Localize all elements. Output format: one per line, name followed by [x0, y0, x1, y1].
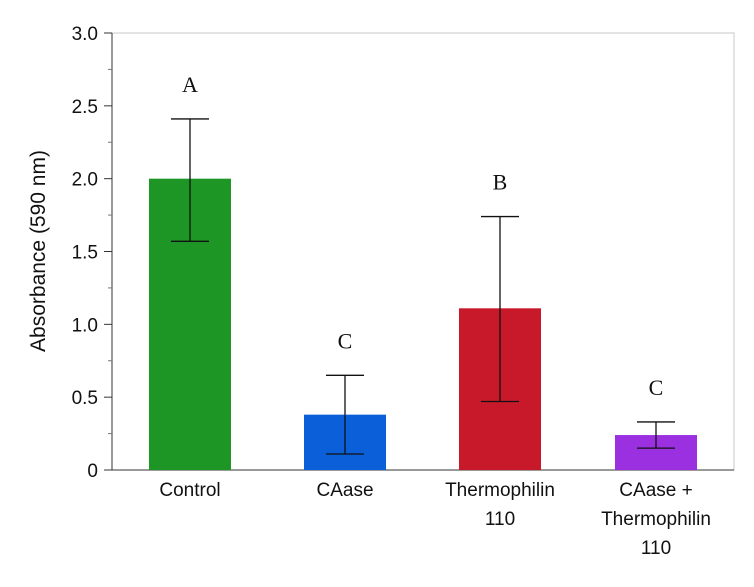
y-tick-label: 0.5 — [72, 388, 98, 409]
category-label: Thermophilin — [445, 480, 555, 501]
significance-label: B — [493, 170, 508, 195]
y-axis-title: Absorbance (590 nm) — [27, 150, 50, 352]
error-bars — [171, 118, 675, 455]
y-ticks: 0 0.5 1.0 1.5 2.0 2.5 3.0 — [72, 24, 112, 482]
y-tick-label: 3.0 — [72, 24, 98, 45]
significance-label: C — [338, 328, 353, 353]
category-label: 110 — [641, 538, 671, 559]
y-tick-label: 2.0 — [72, 170, 98, 191]
category-label: 110 — [485, 509, 515, 530]
y-tick-label: 2.5 — [72, 97, 98, 118]
category-label: Thermophilin — [601, 509, 711, 530]
y-tick-label: 0 — [87, 461, 98, 482]
significance-label: C — [649, 375, 664, 400]
category-label: Control — [159, 480, 220, 501]
significance-labels: A C B C — [182, 72, 663, 400]
y-tick-label: 1.0 — [72, 315, 98, 336]
bars — [149, 178, 697, 470]
category-label: CAase — [316, 480, 373, 501]
significance-label: A — [182, 72, 198, 97]
category-label: CAase + — [619, 480, 692, 501]
y-tick-label: 1.5 — [72, 243, 98, 264]
category-labels: Control CAase Thermophilin 110 CAase + Thermo… — [159, 480, 711, 559]
